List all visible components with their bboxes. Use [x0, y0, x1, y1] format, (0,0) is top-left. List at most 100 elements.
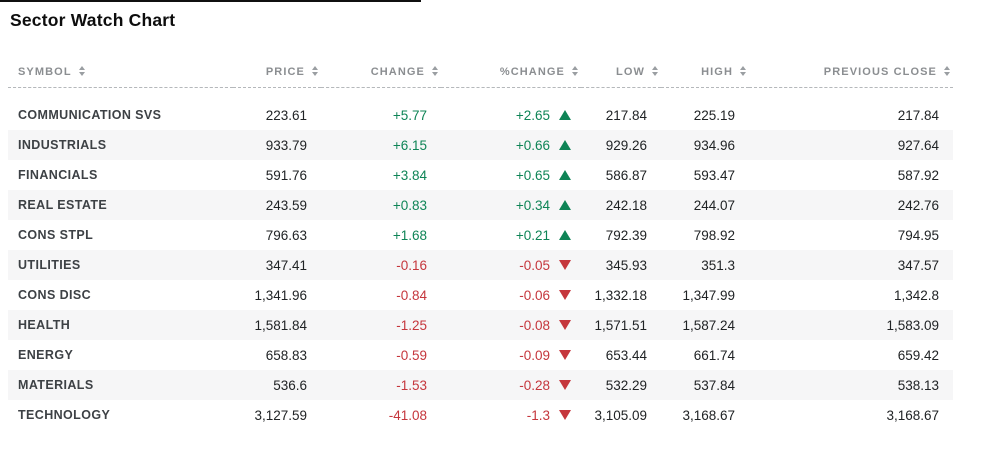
- cell-price: 223.61: [265, 107, 307, 123]
- cell-low: 242.18: [605, 197, 647, 213]
- cell-price: 933.79: [265, 137, 307, 153]
- cell-pct_change: +2.65: [441, 100, 581, 130]
- column-label: HIGH: [701, 65, 733, 78]
- cell-prev_close: 794.95: [897, 227, 939, 243]
- cell-symbol: MATERIALS: [18, 378, 94, 392]
- cell-pct_change: -0.05: [441, 250, 581, 280]
- table-row-energy[interactable]: ENERGY 658.83 -0.59 -0.09 653.44 661.74 659.42: [8, 340, 953, 370]
- cell-high: 661.74: [693, 347, 735, 363]
- pct-change-value: -0.05: [519, 257, 550, 273]
- cell-high: 593.47: [693, 167, 735, 183]
- cell-symbol: INDUSTRIALS: [18, 138, 107, 152]
- cell-price: 1,341.96: [254, 287, 307, 303]
- cell-price: 1,581.84: [254, 317, 307, 333]
- down-triangle-icon: [559, 409, 571, 420]
- cell-change: +0.83: [392, 197, 427, 213]
- table-row-communication-svs[interactable]: COMMUNICATION SVS 223.61 +5.77 +2.65 217.84 2…: [8, 100, 953, 130]
- pct-change-value: +0.21: [515, 227, 550, 243]
- column-label: PRICE: [265, 65, 305, 78]
- up-triangle-icon: [559, 229, 571, 240]
- top-loading-bar: [0, 0, 421, 2]
- cell-low: 532.29: [605, 377, 647, 393]
- pct-change-value: -0.09: [519, 347, 550, 363]
- cell-change: +3.84: [392, 167, 427, 183]
- table-row-industrials[interactable]: INDUSTRIALS 933.79 +6.15 +0.66 929.26 934.96 9…: [8, 130, 953, 160]
- cell-change: -0.84: [396, 287, 427, 303]
- table-row-real-estate[interactable]: REAL ESTATE 243.59 +0.83 +0.34 242.18 244.07 2…: [8, 190, 953, 220]
- cell-symbol: FINANCIALS: [18, 168, 98, 182]
- table-row-health[interactable]: HEALTH 1,581.84 -1.25 -0.08 1,571.51 1,587.24…: [8, 310, 953, 340]
- column-label: SYMBOL: [18, 65, 72, 78]
- pct-change-value: +2.65: [515, 107, 550, 123]
- cell-change: -1.53: [396, 377, 427, 393]
- cell-low: 217.84: [605, 107, 647, 123]
- column-label: %CHANGE: [499, 65, 565, 78]
- pct-change-value: -0.08: [519, 317, 550, 333]
- cell-prev_close: 659.42: [897, 347, 939, 363]
- cell-change: +1.68: [392, 227, 427, 243]
- cell-pct_change: -0.06: [441, 280, 581, 310]
- cell-price: 243.59: [265, 197, 307, 213]
- cell-price: 536.6: [273, 377, 307, 393]
- cell-symbol: UTILITIES: [18, 258, 81, 272]
- table-row-technology[interactable]: TECHNOLOGY 3,127.59 -41.08 -1.3 3,105.09 3,16…: [8, 400, 953, 430]
- cell-low: 345.93: [605, 257, 647, 273]
- table-row-utilities[interactable]: UTILITIES 347.41 -0.16 -0.05 345.93 351.3 347.…: [8, 250, 953, 280]
- cell-pct_change: -0.09: [441, 340, 581, 370]
- sort-icon: [78, 65, 85, 76]
- table-row-financials[interactable]: FINANCIALS 591.76 +3.84 +0.65 586.87 593.47 58…: [8, 160, 953, 190]
- column-header-prev_close[interactable]: PREVIOUS CLOSE: [749, 57, 953, 88]
- cell-prev_close: 587.92: [897, 167, 939, 183]
- sector-watch-table: SYMBOL PRICE CHANGE %CHANGE LOW HIGH PREVIOUS …: [8, 57, 953, 430]
- page-title: Sector Watch Chart: [10, 10, 176, 30]
- table-row-materials[interactable]: MATERIALS 536.6 -1.53 -0.28 532.29 537.84 538.…: [8, 370, 953, 400]
- table-row-cons-disc[interactable]: CONS DISC 1,341.96 -0.84 -0.06 1,332.18 1,347…: [8, 280, 953, 310]
- cell-change: -1.25: [396, 317, 427, 333]
- cell-prev_close: 242.76: [897, 197, 939, 213]
- cell-pct_change: +0.34: [441, 190, 581, 220]
- pct-change-value: -1.3: [526, 407, 550, 423]
- cell-price: 591.76: [265, 167, 307, 183]
- cell-low: 929.26: [605, 137, 647, 153]
- column-header-change[interactable]: CHANGE: [321, 57, 441, 88]
- sort-icon: [572, 65, 578, 76]
- cell-price: 658.83: [265, 347, 307, 363]
- cell-prev_close: 347.57: [897, 257, 939, 273]
- cell-symbol: ENERGY: [18, 348, 74, 362]
- column-label: LOW: [616, 65, 645, 78]
- down-triangle-icon: [559, 379, 571, 390]
- cell-low: 1,571.51: [594, 317, 647, 333]
- up-triangle-icon: [559, 199, 571, 210]
- cell-prev_close: 3,168.67: [886, 407, 939, 423]
- pct-change-value: +0.66: [515, 137, 550, 153]
- up-triangle-icon: [559, 109, 571, 120]
- column-header-low[interactable]: LOW: [581, 57, 661, 88]
- column-header-high[interactable]: HIGH: [661, 57, 749, 88]
- down-triangle-icon: [559, 289, 571, 300]
- cell-high: 934.96: [693, 137, 735, 153]
- cell-change: -0.16: [396, 257, 427, 273]
- column-header-pct_change[interactable]: %CHANGE: [441, 57, 581, 88]
- table-header: SYMBOL PRICE CHANGE %CHANGE LOW HIGH PREVIOUS …: [8, 57, 953, 88]
- cell-prev_close: 927.64: [897, 137, 939, 153]
- cell-high: 244.07: [693, 197, 735, 213]
- cell-high: 1,587.24: [682, 317, 735, 333]
- table-row-cons-stpl[interactable]: CONS STPL 796.63 +1.68 +0.21 792.39 798.92 794…: [8, 220, 953, 250]
- sort-icon: [740, 65, 746, 76]
- cell-pct_change: -1.3: [441, 400, 581, 430]
- sort-icon: [944, 65, 950, 76]
- cell-change: -0.59: [396, 347, 427, 363]
- pct-change-value: -0.28: [519, 377, 550, 393]
- up-triangle-icon: [559, 139, 571, 150]
- column-header-symbol[interactable]: SYMBOL: [8, 57, 233, 88]
- up-triangle-icon: [559, 169, 571, 180]
- cell-symbol: CONS STPL: [18, 228, 94, 242]
- cell-prev_close: 538.13: [897, 377, 939, 393]
- down-triangle-icon: [559, 349, 571, 360]
- cell-price: 796.63: [265, 227, 307, 243]
- down-triangle-icon: [559, 259, 571, 270]
- pct-change-value: +0.65: [515, 167, 550, 183]
- cell-high: 3,168.67: [682, 407, 735, 423]
- cell-low: 3,105.09: [594, 407, 647, 423]
- column-header-price[interactable]: PRICE: [233, 57, 321, 88]
